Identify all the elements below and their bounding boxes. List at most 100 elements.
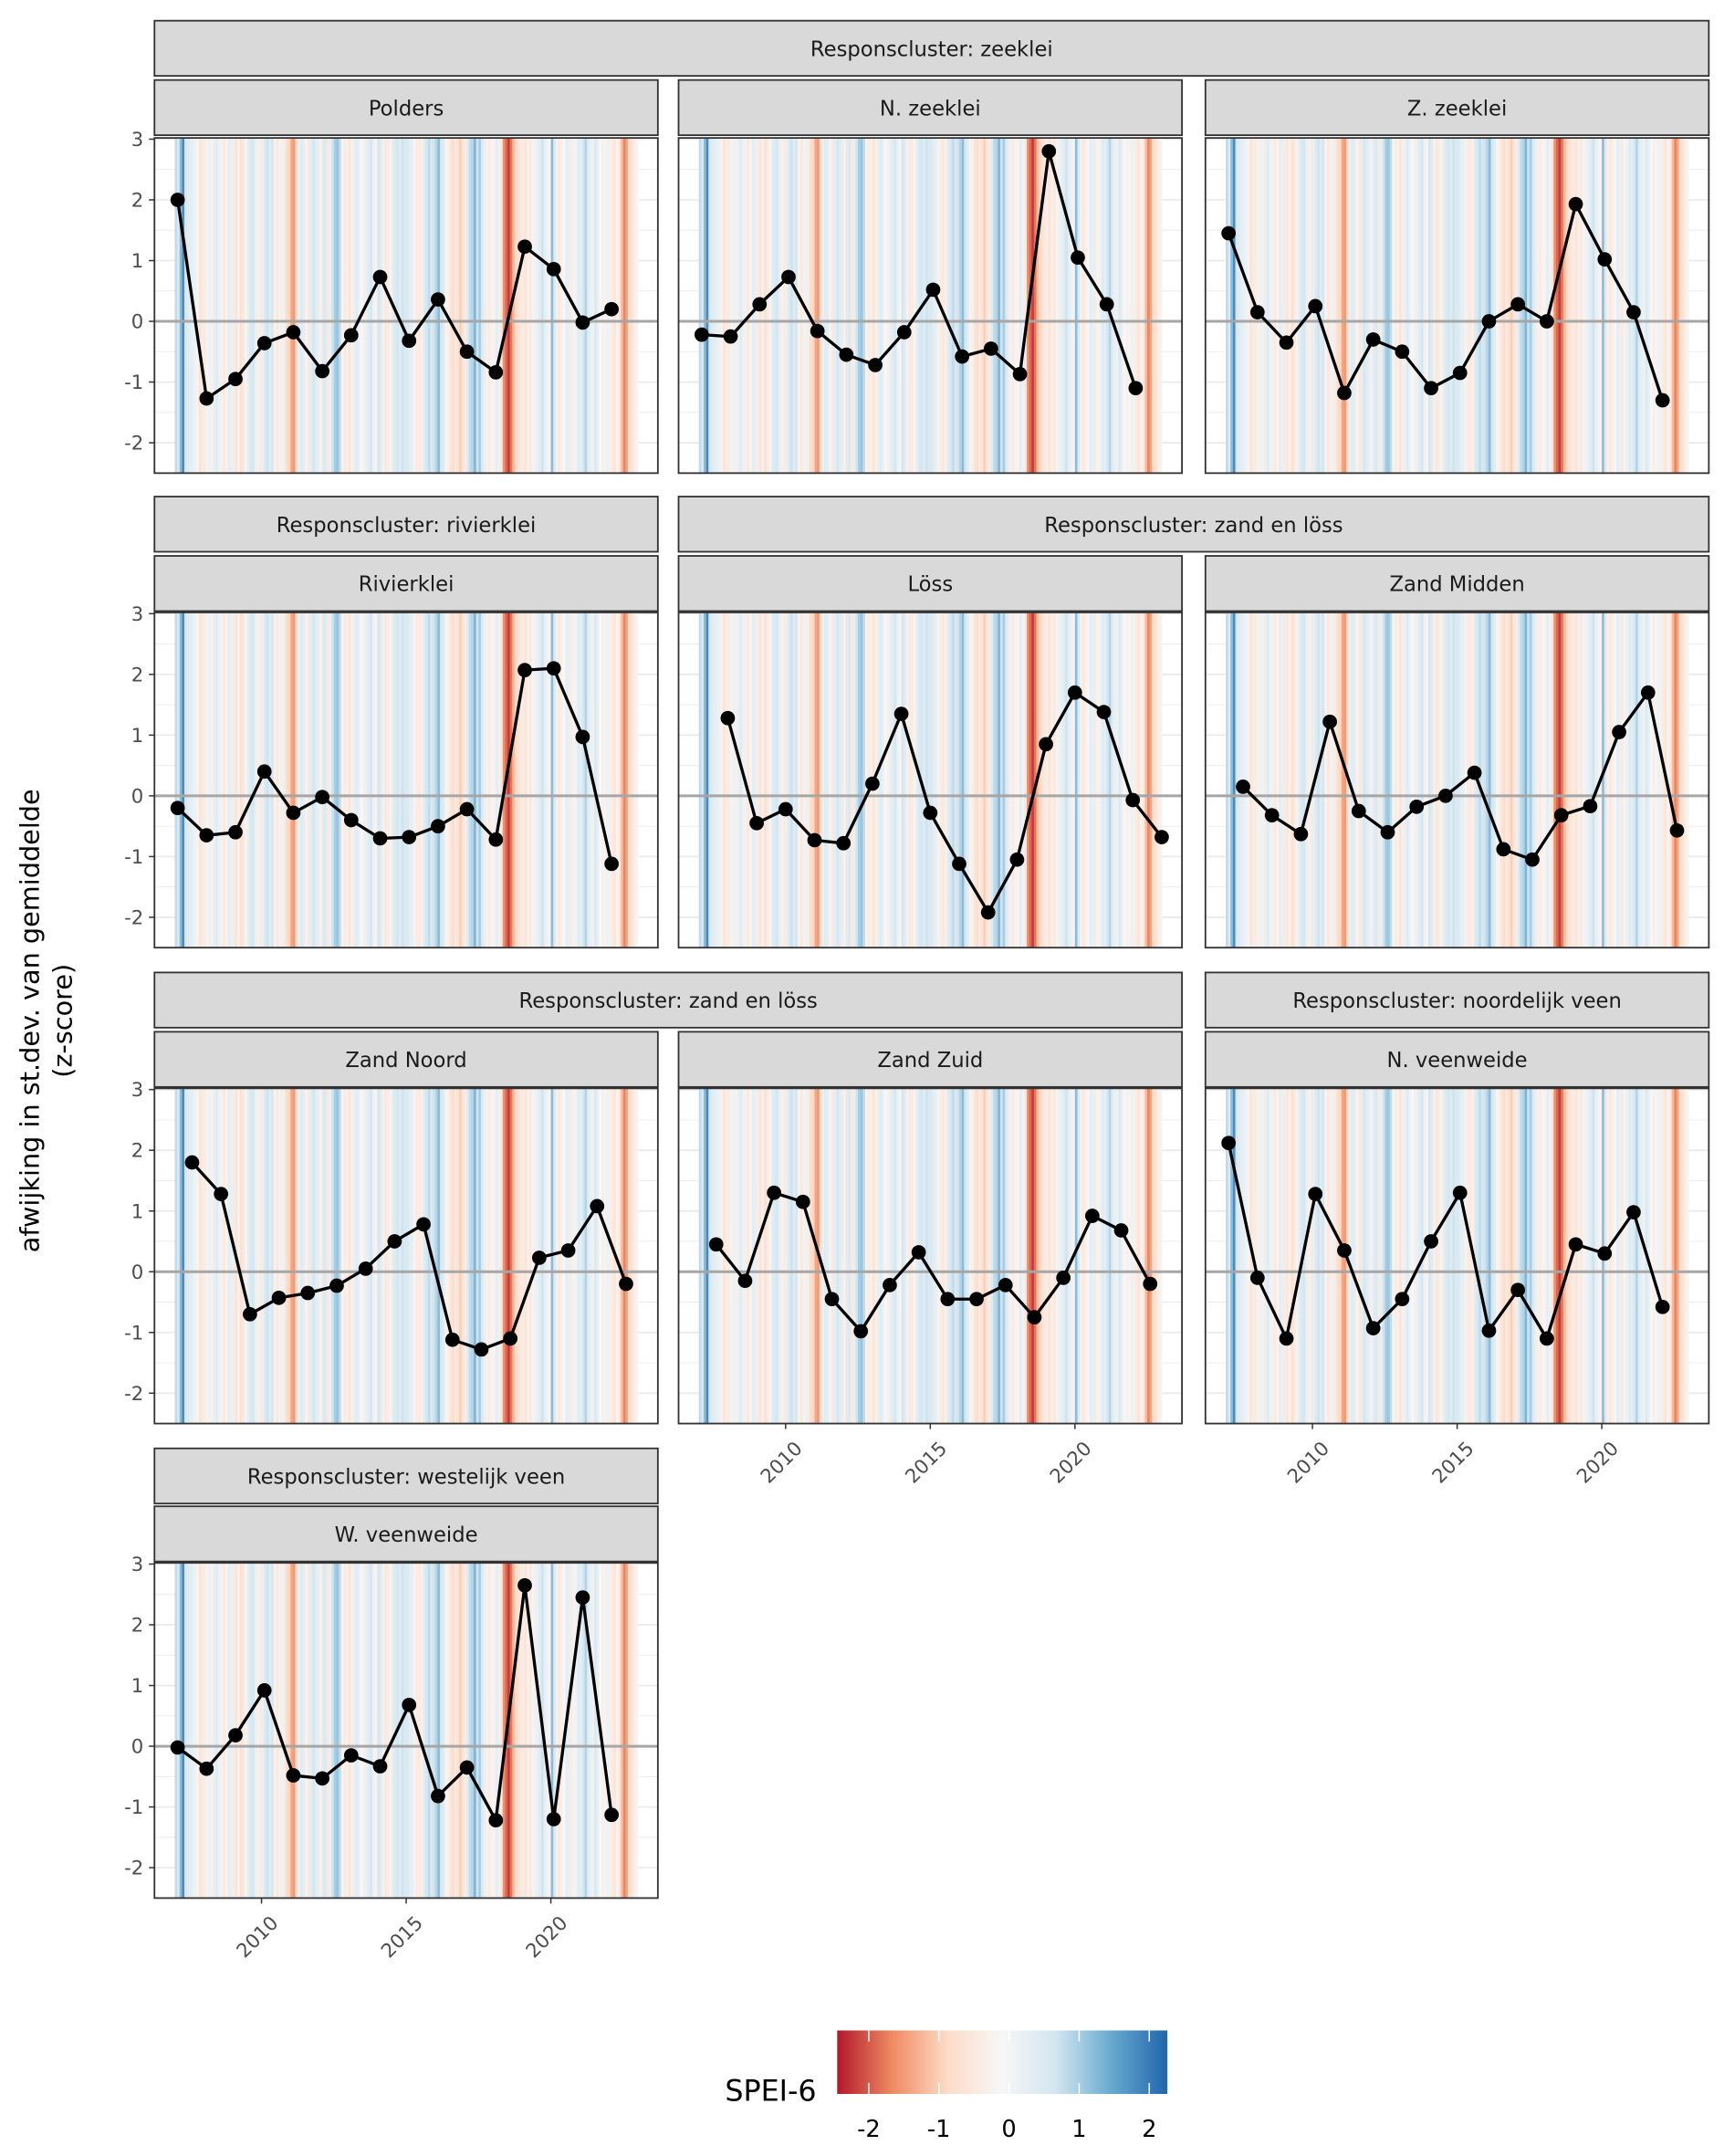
spei-stripe: [1401, 612, 1405, 948]
spei-stripe: [1288, 138, 1291, 474]
spei-stripe: [852, 1088, 856, 1424]
spei-stripe: [389, 612, 392, 948]
spei-stripe: [198, 1563, 202, 1899]
spei-stripe: [1635, 138, 1639, 474]
spei-stripe: [1295, 1088, 1299, 1424]
spei-stripe: [1080, 612, 1083, 948]
spei-stripe: [1093, 138, 1098, 474]
spei-stripe: [1225, 1088, 1229, 1424]
spei-stripe: [1392, 1088, 1395, 1424]
spei-stripe: [608, 1088, 612, 1424]
spei-stripe: [495, 138, 498, 474]
data-point: [1041, 143, 1057, 159]
spei-stripe: [1416, 1088, 1419, 1424]
data-point: [1395, 1292, 1410, 1307]
data-point: [1481, 1323, 1497, 1338]
spei-stripe: [1669, 138, 1673, 474]
data-point: [343, 328, 359, 343]
spei-stripe: [1290, 138, 1294, 474]
spei-stripe: [778, 138, 781, 474]
spei-stripe: [577, 612, 580, 948]
spei-stripe: [1339, 138, 1343, 474]
spei-stripe: [1596, 612, 1600, 948]
spei-stripe: [1084, 138, 1088, 474]
spei-stripe: [770, 1088, 775, 1424]
spei-stripe: [710, 612, 715, 948]
spei-stripe: [1468, 612, 1472, 948]
spei-stripe: [1292, 612, 1297, 948]
spei-stripe: [174, 138, 178, 474]
spei-stripe: [829, 138, 832, 474]
colorbar-segment: [1076, 2030, 1080, 2094]
spei-stripe: [705, 138, 709, 474]
spei-stripe: [1416, 138, 1419, 474]
spei-stripe: [401, 1563, 404, 1899]
spei-stripe: [980, 1088, 984, 1424]
spei-stripe: [795, 138, 799, 474]
spei-stripe: [776, 138, 779, 474]
spei-stripe: [500, 612, 504, 948]
spei-stripe: [189, 1563, 193, 1899]
spei-stripe: [230, 1088, 234, 1424]
spei-stripe: [553, 138, 557, 474]
spei-stripe: [1005, 612, 1008, 948]
data-point: [836, 835, 852, 851]
spei-stripe: [1154, 138, 1158, 474]
spei-stripe: [1384, 612, 1388, 948]
spei-stripe: [326, 1563, 329, 1899]
spei-stripe: [1159, 1088, 1163, 1424]
spei-stripe: [1505, 612, 1509, 948]
spei-stripe: [1070, 612, 1073, 948]
spei-stripe: [804, 612, 809, 948]
spei-stripe: [1467, 1088, 1470, 1424]
spei-stripe: [1420, 138, 1425, 474]
spei-stripe: [896, 138, 900, 474]
spei-stripe: [770, 612, 775, 948]
spei-stripe: [1360, 138, 1364, 474]
spei-stripe: [235, 612, 238, 948]
spei-stripe: [737, 612, 741, 948]
colorbar-segment: [941, 2030, 946, 2094]
spei-stripe: [381, 1088, 385, 1424]
spei-stripe: [1575, 138, 1579, 474]
data-point: [923, 805, 938, 821]
spei-stripe: [1502, 612, 1506, 948]
spei-stripe: [384, 1563, 388, 1899]
spei-stripe: [317, 1088, 320, 1424]
spei-stripe: [611, 612, 614, 948]
spei-stripe: [630, 1088, 633, 1424]
spei-stripe: [386, 612, 391, 948]
spei-stripe: [527, 1088, 530, 1424]
spei-stripe: [843, 138, 847, 474]
spei-stripe: [362, 138, 366, 474]
spei-stripe: [1123, 138, 1126, 474]
spei-stripe: [703, 1088, 707, 1424]
panel-strip-label: W. veenweide: [335, 1523, 478, 1547]
spei-stripe: [987, 612, 991, 948]
spei-stripe: [1156, 1088, 1160, 1424]
spei-stripe: [1077, 612, 1081, 948]
spei-stripe: [964, 612, 967, 948]
spei-stripe: [249, 612, 253, 948]
spei-stripe: [201, 1563, 204, 1899]
spei-stripe: [1426, 612, 1429, 948]
spei-stripe: [978, 612, 982, 948]
spei-stripe: [889, 612, 893, 948]
spei-stripe: [217, 612, 222, 948]
spei-stripe: [829, 612, 832, 948]
spei-stripe: [299, 1088, 303, 1424]
spei-stripe: [964, 138, 967, 474]
spei-stripe: [1418, 138, 1422, 474]
y-tick-label: 0: [131, 784, 143, 807]
spei-stripe: [558, 1563, 561, 1899]
spei-stripe: [1527, 612, 1531, 948]
spei-stripe: [992, 138, 997, 474]
panel-strip-background: [153, 555, 659, 612]
spei-stripe: [355, 1088, 359, 1424]
spei-stripe: [751, 612, 755, 948]
colorbar-segment: [985, 2030, 989, 2094]
spei-stripe: [464, 1088, 467, 1424]
spei-stripe: [1033, 138, 1037, 474]
colorbar-segment: [1046, 2030, 1050, 2094]
spei-stripe: [1541, 138, 1545, 474]
